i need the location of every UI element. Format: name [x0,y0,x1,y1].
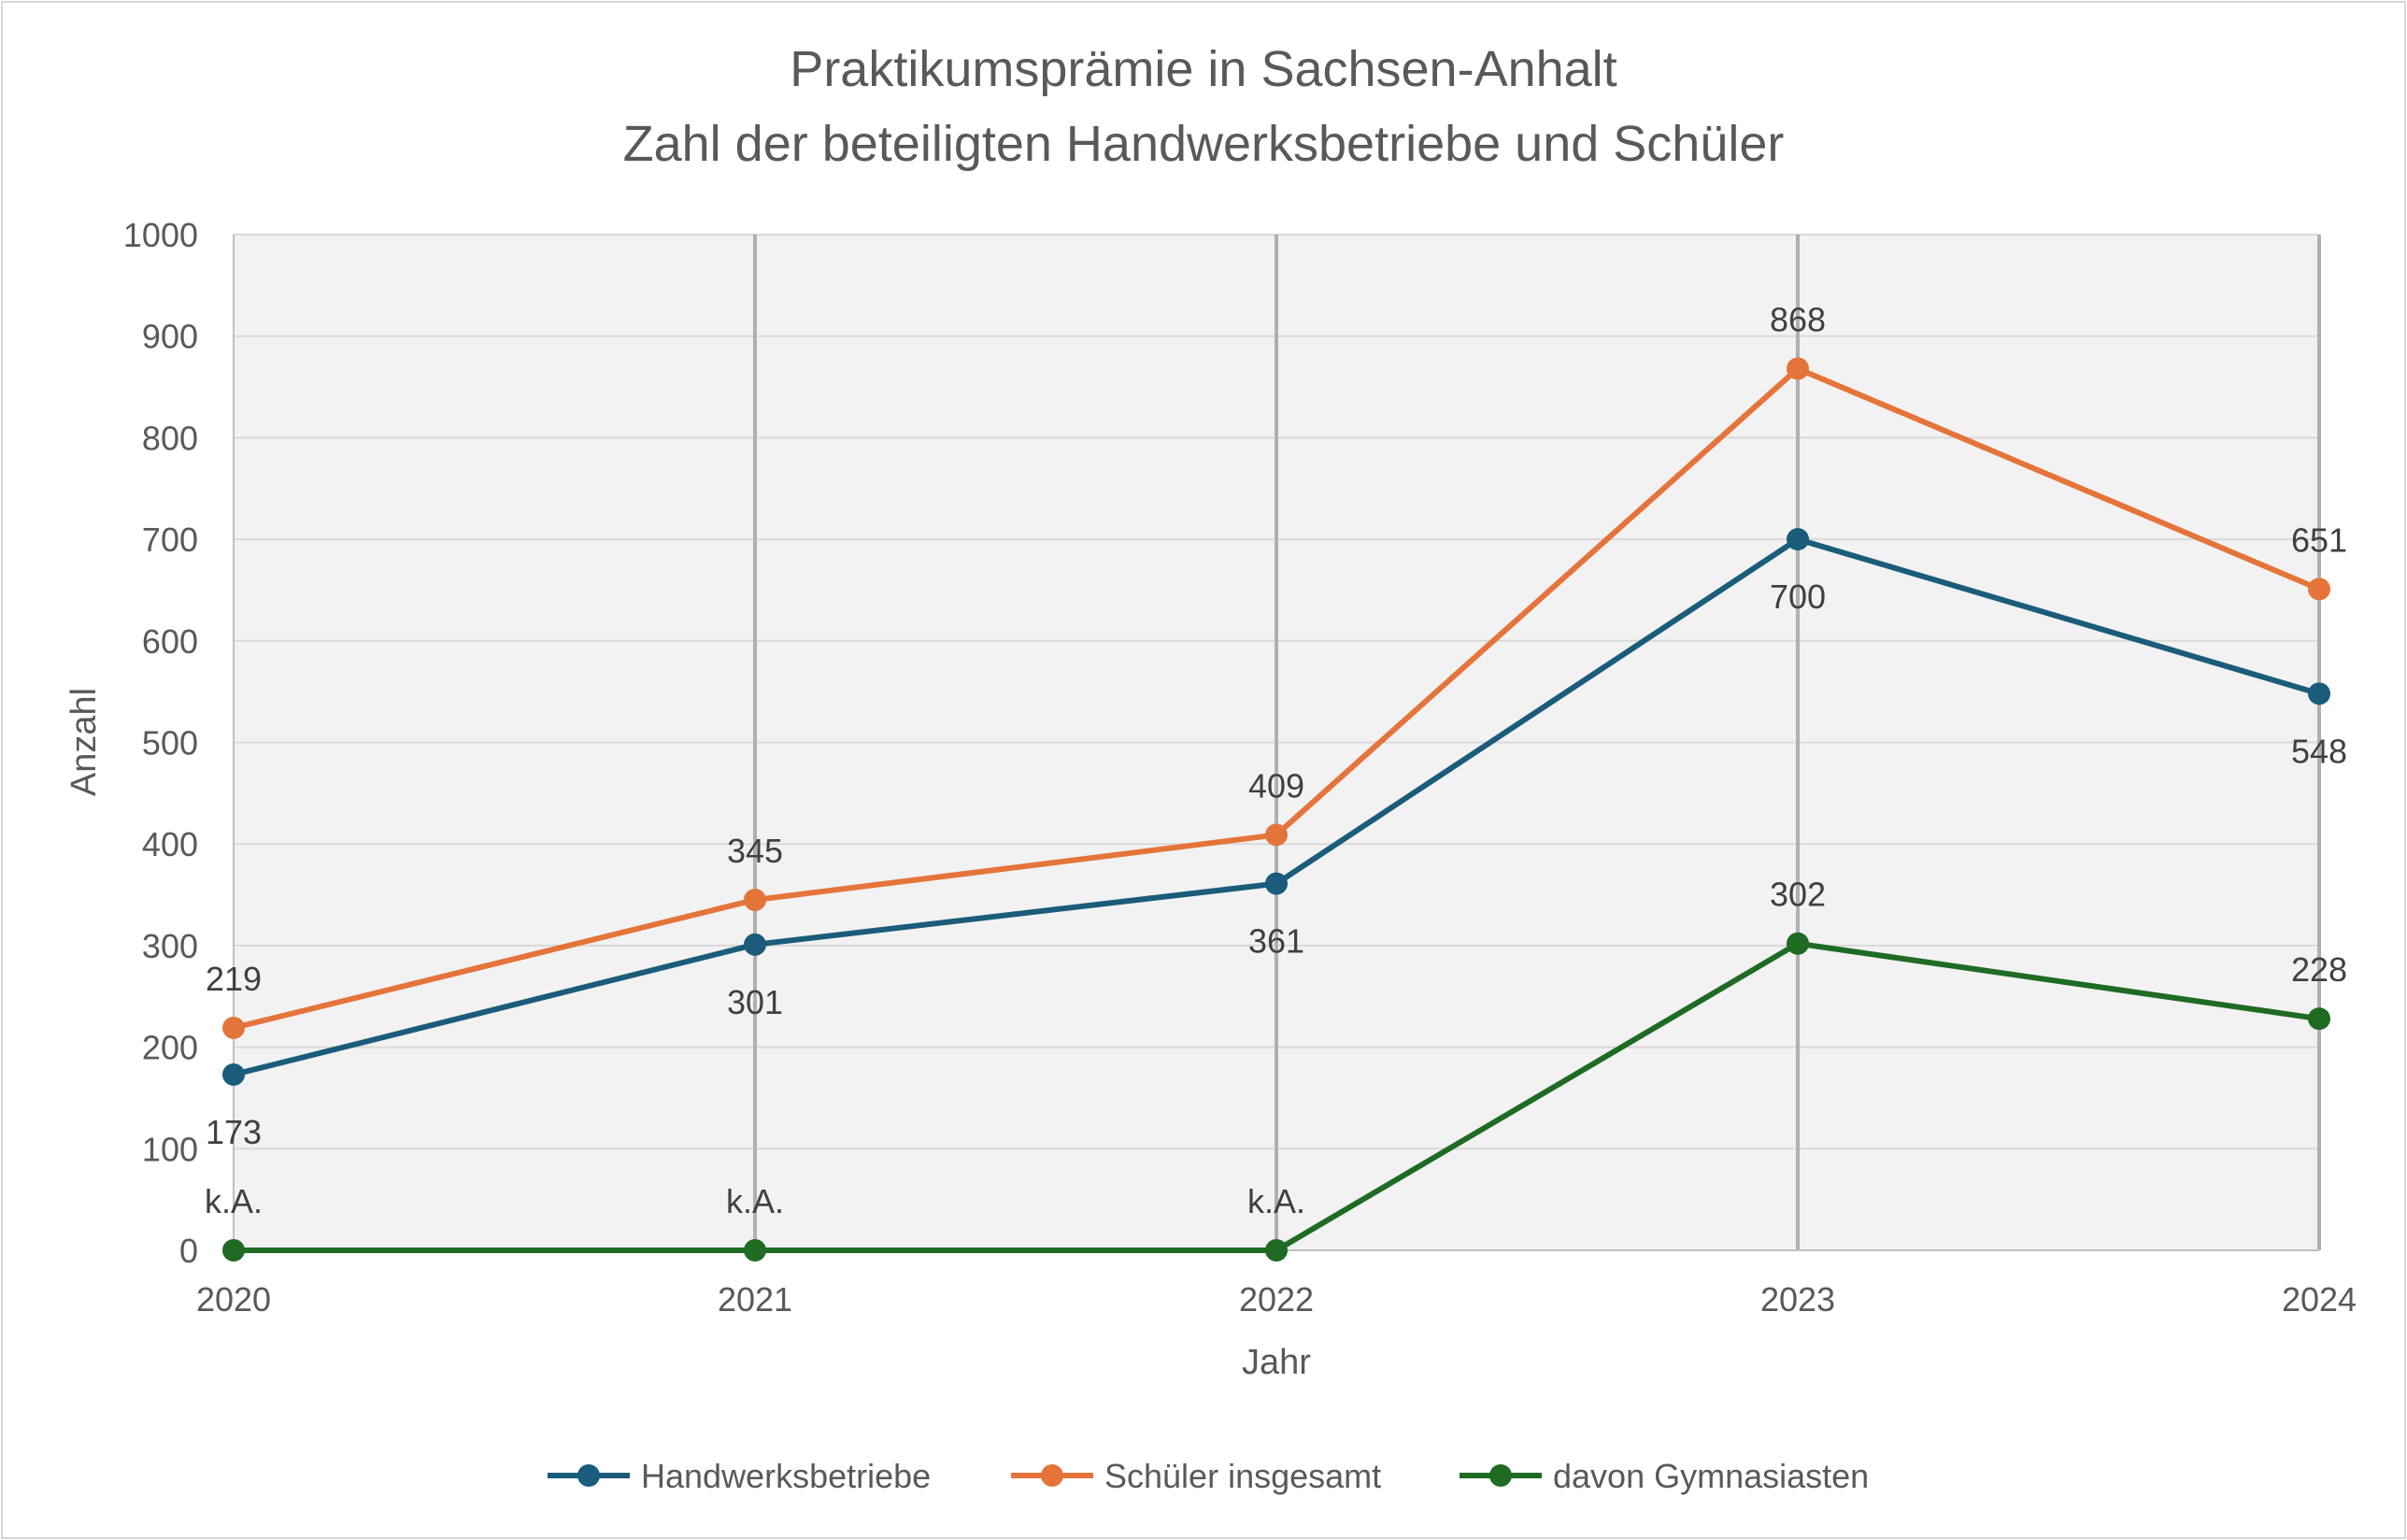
x-tick-label: 2023 [1760,1280,1835,1319]
legend-item: Schüler insgesamt [1011,1457,1381,1495]
data-label: 228 [2291,950,2347,989]
legend-marker [577,1464,600,1487]
y-tick-label: 900 [142,318,198,356]
data-point [2308,682,2330,706]
data-label: 173 [206,1113,262,1151]
data-label: 345 [727,832,783,870]
vertical-gridlines [753,235,2321,1250]
data-point [1265,823,1288,847]
y-tick-label: 700 [142,520,198,559]
x-tick-label: 2021 [718,1280,792,1319]
series-3: k.A. k.A. k.A. 302 228 [205,876,2347,1262]
legend-label: davon Gymnasiasten [1553,1457,1869,1495]
x-tick-labels: 2020 2021 2022 2023 2024 [196,1280,2357,1319]
y-tick-label: 500 [142,724,198,763]
data-label: 361 [1248,922,1304,961]
data-point [1265,1239,1288,1262]
data-label: 409 [1248,766,1304,805]
data-label: 301 [727,983,783,1021]
data-label: 219 [206,960,262,998]
data-point [1787,932,1809,955]
data-point [1787,357,1809,380]
data-point [222,1239,245,1262]
x-tick-label: 2024 [2282,1280,2357,1319]
data-point [2308,578,2330,601]
data-point [222,1016,245,1039]
x-tick-label: 2022 [1239,1280,1314,1319]
data-label: 868 [1770,300,1826,338]
legend: Handwerksbetriebe Schüler insgesamt davon … [548,1457,1869,1495]
x-axis-label: Jahr [1242,1343,1311,1382]
data-point [222,1062,245,1086]
y-tick-label: 200 [142,1029,198,1067]
y-tick-label: 300 [142,927,198,965]
data-point [1265,872,1288,895]
y-tick-label: 1000 [123,216,198,254]
data-point [1787,528,1809,551]
legend-item: Handwerksbetriebe [548,1457,931,1495]
legend-marker [1489,1464,1512,1487]
legend-marker [1041,1464,1063,1487]
x-tick-label: 2020 [196,1280,271,1319]
data-point [744,888,766,911]
y-tick-label: 400 [142,825,198,863]
data-label: 700 [1770,578,1826,616]
chart-title: Praktikumsprämie in Sachsen-Anhalt [790,41,1617,97]
data-label: k.A. [1247,1182,1305,1220]
chart-subtitle: Zahl der beteiligten Handwerksbetriebe u… [623,116,1785,172]
data-point [744,1239,766,1262]
y-tick-label: 0 [179,1232,198,1270]
data-label: 302 [1770,876,1826,914]
y-tick-label: 100 [142,1130,198,1168]
legend-item: davon Gymnasiasten [1460,1457,1869,1495]
legend-label: Schüler insgesamt [1104,1457,1381,1495]
data-label: k.A. [205,1182,263,1220]
data-label: 651 [2291,520,2347,559]
y-axis-label: Anzahl [64,688,104,796]
y-tick-labels: 0 100 200 300 400 500 600 700 800 900 1000 [123,216,198,1270]
series-2: 219 345 409 868 651 [206,300,2347,1039]
data-point [2308,1007,2330,1031]
series-1: 173 301 361 700 548 [206,528,2347,1151]
y-tick-label: 600 [142,622,198,661]
data-label: 548 [2291,732,2347,770]
legend-label: Handwerksbetriebe [641,1457,931,1495]
data-point [744,933,766,956]
data-label: k.A. [726,1182,784,1220]
y-tick-label: 800 [142,419,198,457]
